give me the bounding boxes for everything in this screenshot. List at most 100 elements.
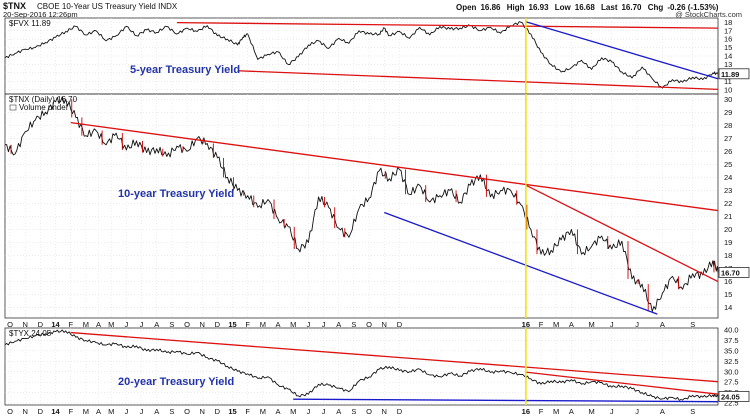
panel-frame (4, 327, 719, 406)
last-value-badge (718, 267, 750, 278)
x-tick-label: O (366, 407, 372, 416)
y-tick-label: 14 (724, 52, 732, 61)
y-tick-label: 40.0 (724, 326, 739, 335)
price-series (4, 96, 719, 312)
y-tick-label: 20 (724, 225, 732, 234)
low-value: 16.68 (574, 3, 595, 12)
x-tick-label: S (690, 320, 695, 329)
x-tick-label: A (96, 407, 101, 416)
y-tick-label: 15 (724, 43, 732, 52)
x-tick-label: F (539, 407, 544, 416)
last-label: Last (601, 3, 618, 12)
x-tick-label: 15 (228, 407, 236, 416)
x-tick-label: J (322, 407, 326, 416)
y-tick-label: 32.5 (724, 357, 739, 366)
panel-annotation: 5-year Treasury Yield (130, 64, 240, 76)
x-tick-label: F (245, 407, 250, 416)
y-tick-label: 11 (724, 77, 732, 86)
price-series (4, 21, 719, 89)
x-tick-label: O (184, 320, 190, 329)
y-tick-label: 27.5 (724, 378, 739, 387)
y-tick-label: 37.5 (724, 336, 739, 345)
x-tick-label: J (635, 320, 639, 329)
x-tick-label: D (397, 320, 403, 329)
quote-summary: Open 16.86 High 16.93 Low 16.68 Last 16.70 C… (456, 3, 722, 12)
panel-2: 1415161718192021222324252627282930$TNX (… (4, 93, 750, 319)
stockcharts-credit: @ StockCharts.com (675, 10, 742, 19)
x-tick-label: M (260, 320, 266, 329)
x-tick-label: A (336, 320, 341, 329)
panel-annotation: 20-year Treasury Yield (118, 376, 234, 388)
x-tick-label: S (169, 407, 174, 416)
x-tick-label: 14 (51, 320, 60, 329)
open-value: 16.86 (480, 3, 501, 12)
x-tick-label: M (260, 407, 266, 416)
last-value: 16.70 (621, 3, 642, 12)
x-tick-label: O (184, 407, 190, 416)
y-tick-label: 10 (724, 85, 732, 94)
x-tick-label: O (366, 320, 372, 329)
x-tick-label: S (351, 407, 356, 416)
trendline-red (525, 184, 719, 283)
trendline-red (176, 21, 719, 29)
y-tick-label: 13 (724, 60, 732, 69)
panel-title: $FVX 11.89 (9, 19, 51, 28)
symbol: $TNX (3, 1, 27, 11)
y-tick-label: 21 (724, 212, 732, 221)
y-tick-label: 18 (724, 18, 732, 27)
y-tick-label: 25 (724, 160, 732, 169)
y-tick-label: 19 (724, 238, 732, 247)
y-tick-label: 35.0 (724, 346, 739, 355)
x-tick-label: A (96, 320, 101, 329)
x-tick-label: D (215, 407, 221, 416)
x-tick-label: A (276, 320, 281, 329)
y-tick-label: 15 (724, 290, 732, 299)
x-tick-label: M (588, 407, 594, 416)
x-tick-label: 15 (228, 320, 236, 329)
x-tick-label: A (660, 407, 665, 416)
x-tick-label: J (307, 320, 311, 329)
x-tick-label: N (200, 320, 205, 329)
x-tick-label: J (610, 320, 614, 329)
x-tick-label: 16 (522, 320, 530, 329)
trendline-blue (293, 398, 719, 403)
panel-title: $TYX 24.05 (9, 329, 52, 338)
trendline-blue (525, 21, 719, 80)
high-value: 16.93 (528, 3, 549, 12)
y-tick-label: 17 (724, 26, 732, 35)
panel-title: $TNX (Daily) 16.70 (9, 95, 78, 104)
x-tick-label: J (610, 407, 614, 416)
panel-1: 101112131415161718$FVX 11.895-year Treas… (4, 17, 750, 95)
x-tick-label: M (553, 407, 559, 416)
chg-value: -0.26 (-1.53%) (667, 3, 719, 12)
x-tick-label: A (154, 320, 159, 329)
x-tick-label: A (660, 320, 665, 329)
x-tick-label: F (68, 320, 73, 329)
x-tick-label: 16 (522, 407, 530, 416)
x-tick-label: S (169, 320, 174, 329)
trendline-red (525, 371, 719, 395)
x-axis-upper: O N D 14 F M A M J J A S O N D 15 F M A M J J A S O N D 16 F M A M J J A S (7, 320, 695, 329)
y-tick-label: 27 (724, 134, 732, 143)
x-tick-label: N (200, 407, 205, 416)
quote-date: 20-Sep-2016 12:26pm (3, 10, 78, 19)
y-tick-label: 30 (724, 95, 732, 104)
x-tick-label: M (108, 407, 114, 416)
x-tick-label: M (290, 320, 296, 329)
y-tick-label: 22 (724, 199, 732, 208)
x-tick-label: J (635, 407, 639, 416)
x-tick-label: M (553, 320, 559, 329)
y-tick-label: 22.5 (724, 399, 739, 408)
last-value-label: 16.70 (721, 268, 740, 277)
x-tick-label: N (23, 407, 28, 416)
chart-header: $TNX CBOE 10-Year US Treasury Yield INDX… (0, 0, 750, 19)
x-tick-label: J (124, 320, 128, 329)
last-value-label: 24.05 (721, 392, 740, 401)
x-tick-label: M (83, 320, 89, 329)
x-tick-label: N (382, 407, 387, 416)
trendline-red (237, 70, 719, 91)
x-tick-label: O (7, 320, 13, 329)
legend-swatch (9, 104, 17, 111)
x-tick-label: 14 (51, 407, 60, 416)
